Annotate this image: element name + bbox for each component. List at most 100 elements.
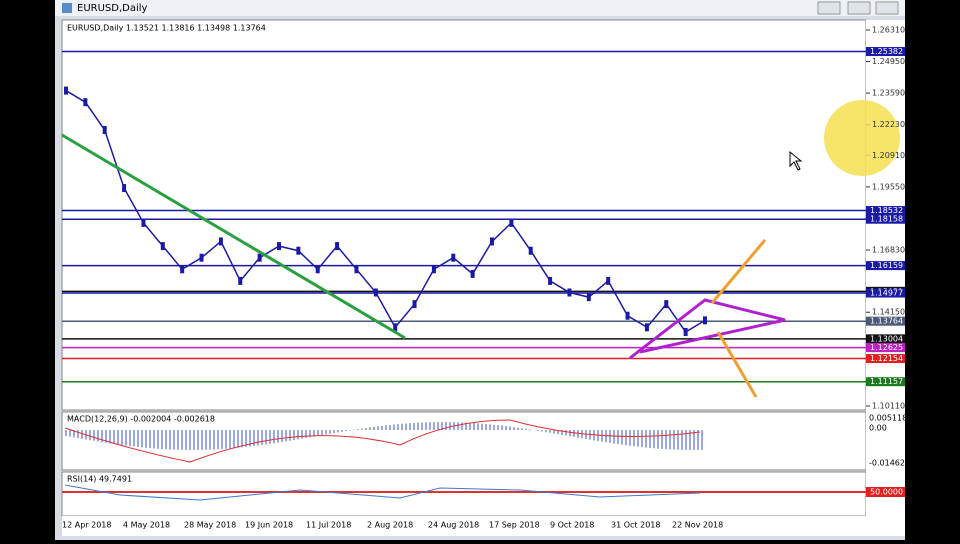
rsi-header: RSI(14) 49.7491 (67, 475, 132, 484)
x-tick-label: 4 May 2018 (123, 521, 170, 530)
macd-tick: 0.005118 (869, 414, 907, 423)
level-box (866, 47, 905, 57)
y-tick-label: 1.14150 (872, 308, 905, 317)
macd-tick: 0.00 (869, 424, 887, 433)
level-box (866, 261, 905, 271)
y-tick-label: 1.20910 (872, 151, 905, 160)
level-label: 1.13004 (870, 334, 903, 343)
level-label: 1.11157 (870, 377, 903, 386)
x-tick-label: 22 Nov 2018 (672, 521, 723, 530)
candle (548, 276, 553, 285)
x-tick-label: 28 May 2018 (184, 521, 236, 530)
x-tick-label: 24 Aug 2018 (428, 521, 479, 530)
y-tick-label: 1.16830 (872, 246, 905, 255)
candle (625, 311, 630, 320)
candle (218, 237, 223, 246)
level-box (866, 288, 905, 298)
time-axis (62, 516, 905, 536)
candle (199, 253, 204, 262)
rsi-level: 50.0000 (870, 488, 903, 497)
rsi-panel (61, 471, 867, 517)
title-bar (55, 0, 905, 16)
candle (393, 323, 398, 332)
close-button[interactable] (875, 1, 899, 15)
cursor-highlight (824, 100, 900, 176)
candle (490, 237, 494, 246)
candle (296, 246, 301, 255)
breakout-line (716, 331, 758, 398)
candle (528, 246, 533, 255)
level-label: 1.12625 (870, 343, 903, 352)
level-label: 1.16159 (870, 261, 903, 270)
candle (586, 293, 591, 302)
macd-tick: -0.01462 (869, 459, 905, 468)
y-tick-label: 1.22230 (872, 120, 905, 129)
maximize-button[interactable] (847, 1, 871, 15)
trend-line (61, 133, 406, 340)
x-tick-label: 12 Apr 2018 (62, 521, 111, 530)
candle (683, 327, 688, 336)
macd-panel (61, 411, 867, 471)
level-label: 1.18158 (870, 215, 903, 224)
rsi-line (64, 484, 701, 501)
rsi-level-box (866, 487, 905, 497)
x-tick-label: 11 Jul 2018 (306, 521, 351, 530)
minimize-button[interactable] (817, 1, 841, 15)
window-title: EURUSD,Daily (77, 3, 148, 14)
macd-header: MACD(12,26,9) -0.002004 -0.002618 (67, 415, 215, 424)
level-box (866, 377, 905, 387)
candle (509, 218, 514, 227)
candle (238, 276, 243, 285)
level-label: 1.12154 (870, 354, 903, 363)
chart-header: EURUSD,Daily 1.13521 1.13816 1.13498 1.1… (67, 24, 266, 33)
y-tick-label: 1.24950 (872, 57, 905, 66)
candle (373, 288, 378, 297)
candle (141, 218, 146, 227)
candle (122, 184, 127, 193)
candle (703, 316, 707, 325)
candle (567, 288, 572, 297)
candle (315, 265, 320, 274)
macd-signal (64, 419, 701, 463)
candle (606, 276, 611, 285)
x-tick-label: 2 Aug 2018 (367, 521, 413, 530)
level-label: 1.18532 (870, 206, 903, 215)
candle (431, 265, 436, 274)
price-line (65, 89, 706, 333)
x-tick-label: 19 Jun 2018 (245, 521, 293, 530)
candle (64, 86, 68, 95)
candle (354, 265, 359, 274)
candle (451, 253, 456, 262)
x-tick-label: 17 Sep 2018 (489, 521, 540, 530)
candle (412, 300, 417, 309)
x-tick-label: 31 Oct 2018 (611, 521, 660, 530)
level-label: 1.14977 (870, 289, 903, 298)
x-tick-label: 9 Oct 2018 (550, 521, 594, 530)
app-icon (62, 3, 72, 13)
level-box (866, 316, 905, 326)
y-tick-label: 1.26310 (872, 26, 905, 35)
level-box (866, 354, 905, 364)
level-box (866, 343, 905, 353)
candle (664, 300, 669, 309)
candle (83, 98, 88, 107)
level-label: 1.25382 (870, 47, 903, 56)
candle (257, 253, 262, 262)
y-tick-label: 1.19550 (872, 182, 905, 191)
candle (102, 126, 107, 135)
candle (335, 242, 340, 251)
candle (644, 323, 649, 332)
breakout-line (710, 239, 767, 304)
candle (160, 242, 165, 251)
level-label: 1.13764 (870, 317, 903, 326)
level-box (866, 206, 905, 216)
candle (277, 242, 281, 251)
triangle (629, 298, 786, 360)
main-chart (61, 19, 867, 411)
candle (180, 265, 185, 274)
level-box (866, 214, 905, 224)
y-tick-label: 1.10110 (872, 402, 905, 411)
level-box (866, 334, 905, 344)
